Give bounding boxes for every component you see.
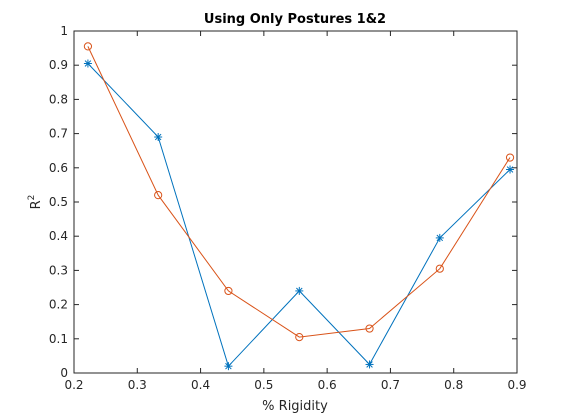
axes-box [73,30,518,374]
x-tick-label: 0.3 [128,378,147,392]
y-tick-label: 0 [60,366,68,380]
data-point [505,153,515,162]
x-tick-label: 0.2 [64,378,83,392]
x-axis-ticks: 0.2 0.3 0.4 0.5 0.6 0.7 0.8 0.9 [64,31,527,392]
x-tick-label: 0.8 [444,378,463,392]
y-tick-label: 1 [60,24,68,38]
y-axis-label-text: R [29,200,44,209]
x-tick-label: 0.9 [507,378,526,392]
data-point [154,191,163,200]
series-layer [83,42,515,371]
data-point [224,286,233,296]
x-tick-label: 0.5 [254,378,273,392]
data-point [295,332,304,342]
plot-area: 0.2 0.3 0.4 0.5 0.6 0.7 0.8 0.9 00.10.20.30.40.… [49,24,527,392]
y-tick-label: 0.5 [49,195,68,209]
y-tick-label: 0.6 [49,161,68,175]
x-axis-label: % Rigidity [262,399,328,414]
data-point [365,324,374,333]
y-tick-label: 0.3 [49,263,68,277]
y-tick-label: 0.1 [49,332,68,346]
data-point [435,233,444,242]
series-1 [83,59,515,371]
y-axis-label: R2 [27,195,44,210]
data-point [506,165,515,174]
x-tick-label: 0.7 [381,378,400,392]
data-point [83,59,92,68]
data-point [365,360,374,369]
y-tick-label: 0.2 [49,298,68,312]
y-tick-label: 0.9 [49,58,68,72]
y-axis-ticks: 0 0.1 0.2 0.3 0.4 0.5 0.6 0.7 0.8 0.9 1 [49,24,517,380]
series-2-line [87,46,511,338]
data-point [83,42,93,51]
chart-title: Using Only Postures 1&2 [204,12,386,27]
y-tick-label: 0.8 [49,92,68,106]
x-tick-label: 0.4 [191,378,210,392]
data-point [224,362,233,371]
y-tick-label: 0.4 [49,229,68,243]
y-axis-label-superscript: 2 [27,195,37,201]
series-2 [83,42,515,342]
data-point [435,264,444,273]
x-tick-label: 0.6 [318,378,337,392]
data-point [154,133,163,142]
data-point [295,286,304,295]
y-tick-label: 0.7 [49,127,68,141]
